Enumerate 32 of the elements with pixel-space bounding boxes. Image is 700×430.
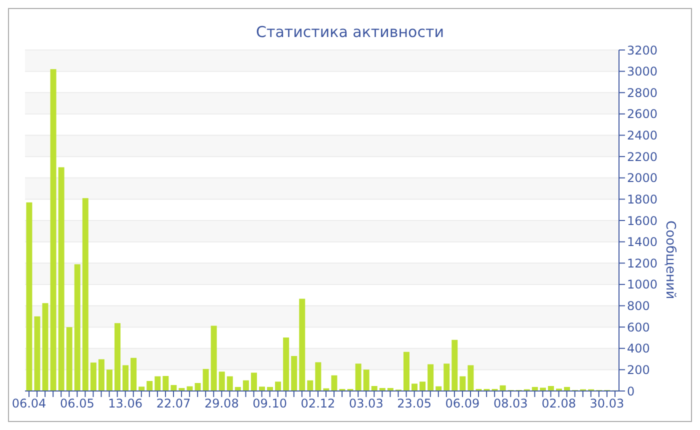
y-tick-label: 2600	[627, 107, 658, 122]
x-tick-label: 13.06	[108, 396, 143, 411]
x-tick-label: 06.05	[60, 396, 94, 411]
x-tick-label: 03.03	[348, 396, 384, 411]
y-tick-label: 3000	[627, 64, 658, 79]
x-tick-label: 02.12	[300, 396, 336, 411]
y-tick-label: 200	[627, 362, 650, 377]
y-tick-label: 1600	[627, 214, 658, 228]
y-tick-label: 3200	[627, 43, 658, 58]
y-tick-label: 1400	[627, 235, 658, 250]
y-tick-label: 1200	[627, 256, 658, 270]
x-tick-label: 22.07	[156, 396, 191, 411]
y-tick-label: 2200	[627, 150, 658, 164]
x-tick-label: 23.05	[397, 396, 432, 411]
x-tick-label: 06.04	[12, 396, 46, 411]
x-tick-label: 30.03	[590, 396, 624, 411]
x-tick-label: 09.10	[252, 396, 288, 411]
x-tick-label: 06.09	[445, 396, 480, 411]
y-tick-label: 400	[627, 342, 650, 356]
y-tick-label: 2400	[627, 128, 658, 143]
y-tick-label: 2800	[627, 86, 658, 100]
x-tick-label: 02.08	[542, 396, 576, 411]
y-tick-label: 800	[627, 299, 650, 314]
x-tick-label: 29.08	[204, 396, 239, 411]
chart-title: Статистика активности	[255, 22, 445, 43]
y-tick-label: 2000	[627, 171, 658, 186]
y-tick-label: 1000	[627, 278, 658, 292]
y-tick-label: 0	[627, 384, 635, 398]
y-axis-title: Сообщений	[662, 220, 678, 300]
y-tick-label: 600	[627, 320, 650, 334]
y-tick-label: 1800	[627, 192, 658, 206]
x-tick-label: 08.03	[493, 396, 528, 411]
